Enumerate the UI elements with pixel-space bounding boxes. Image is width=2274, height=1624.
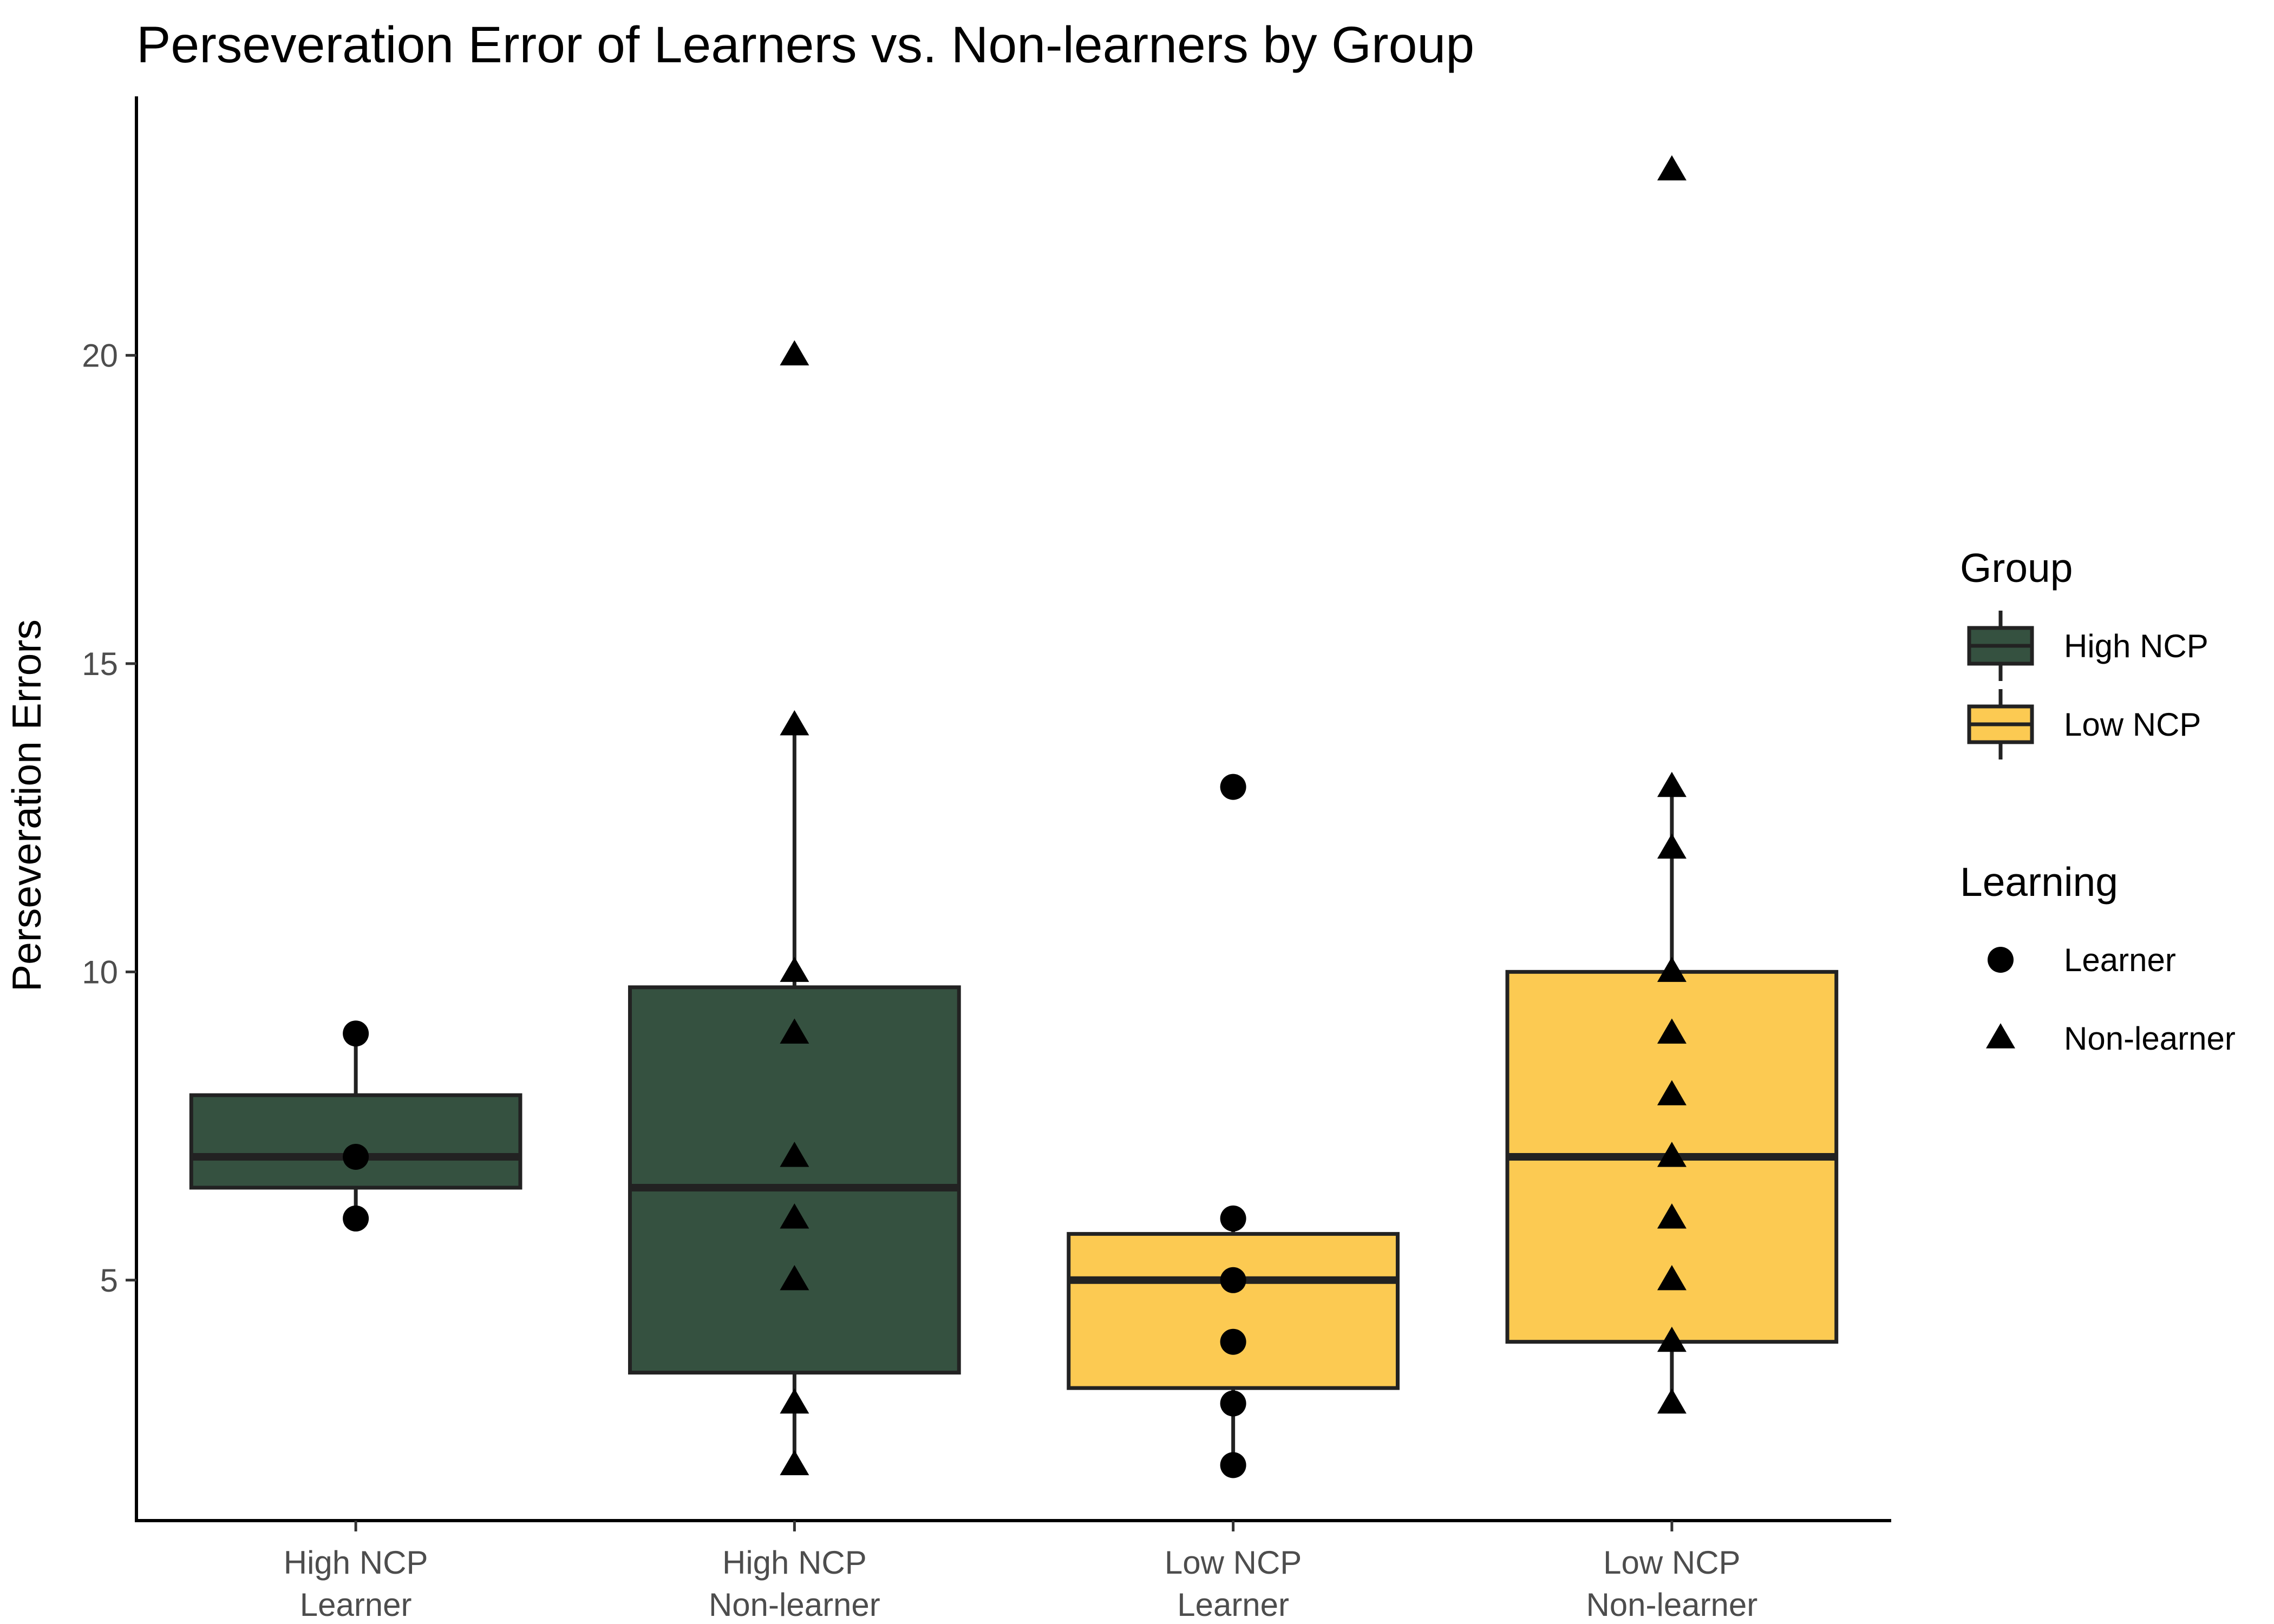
- legend: Group High NCP Low NCP Learning Learner Non-l…: [1960, 545, 2236, 1057]
- data-point: [780, 1450, 809, 1476]
- x-axis: High NCP Learner High NCP Non-learner Low NC…: [284, 1521, 1757, 1623]
- data-point: [780, 710, 809, 736]
- data-point: [1220, 1267, 1246, 1293]
- data-point: [1657, 1265, 1687, 1291]
- data-point: [780, 957, 809, 982]
- data-point: [1657, 1080, 1687, 1105]
- chart-title: Perseveration Error of Learners vs. Non-…: [136, 16, 1474, 74]
- data-point: [1657, 833, 1687, 859]
- x-tick-label: High NCP: [722, 1544, 867, 1581]
- data-point: [343, 1205, 369, 1232]
- box-group: [1067, 774, 1400, 1478]
- data-point: [1657, 957, 1687, 982]
- y-tick-label: 20: [82, 337, 118, 374]
- legend-label-group: Low NCP: [2064, 706, 2201, 743]
- box-group: [1505, 155, 1839, 1414]
- legend-label-learning: Non-learner: [2064, 1020, 2236, 1057]
- data-point: [1220, 1452, 1246, 1478]
- legend-title-group: Group: [1960, 545, 2073, 591]
- box-group: [628, 340, 961, 1476]
- x-tick-label: High NCP: [284, 1544, 428, 1581]
- data-point: [1220, 1205, 1246, 1232]
- box-iqr: [628, 985, 961, 1375]
- x-tick-label: Learner: [300, 1587, 412, 1623]
- data-point: [1657, 1326, 1687, 1352]
- data-point: [1220, 1390, 1246, 1417]
- box-group: [189, 1020, 522, 1232]
- data-point: [343, 1144, 369, 1170]
- data-point: [780, 1142, 809, 1167]
- data-point: [780, 340, 809, 365]
- y-axis-title: Perseveration Errors: [4, 619, 49, 992]
- legend-key-marker: [1988, 947, 2014, 973]
- data-point: [1657, 771, 1687, 797]
- legend-label-group: High NCP: [2064, 628, 2208, 664]
- x-tick-label: Low NCP: [1603, 1544, 1740, 1581]
- data-point: [1657, 1388, 1687, 1414]
- data-point: [343, 1020, 369, 1047]
- box-iqr: [1067, 1232, 1400, 1390]
- data-point: [780, 1203, 809, 1229]
- x-tick-label: Learner: [1177, 1587, 1289, 1623]
- y-tick-label: 10: [82, 954, 118, 990]
- x-tick-label: Low NCP: [1165, 1544, 1302, 1581]
- data-point: [1220, 1328, 1246, 1355]
- y-tick-label: 15: [82, 646, 118, 682]
- legend-key-marker: [1986, 1023, 2015, 1049]
- data-point: [780, 1018, 809, 1044]
- legend-label-learning: Learner: [2064, 942, 2176, 978]
- data-point: [1657, 155, 1687, 181]
- box-iqr: [189, 1093, 522, 1190]
- data-point: [1657, 1142, 1687, 1167]
- legend-key-group: [1967, 689, 2034, 759]
- data-point: [780, 1265, 809, 1291]
- data-point: [1657, 1018, 1687, 1044]
- x-tick-label: Non-learner: [709, 1587, 880, 1623]
- legend-title-learning: Learning: [1960, 859, 2118, 905]
- data-point: [780, 1388, 809, 1414]
- data-point: [1657, 1203, 1687, 1229]
- x-tick-label: Non-learner: [1586, 1587, 1757, 1623]
- legend-key-group: [1967, 611, 2034, 681]
- y-tick-label: 5: [100, 1262, 118, 1299]
- data-point: [1220, 774, 1246, 800]
- y-axis: 5 10 15 20: [82, 337, 136, 1299]
- plot-area: [189, 155, 1839, 1478]
